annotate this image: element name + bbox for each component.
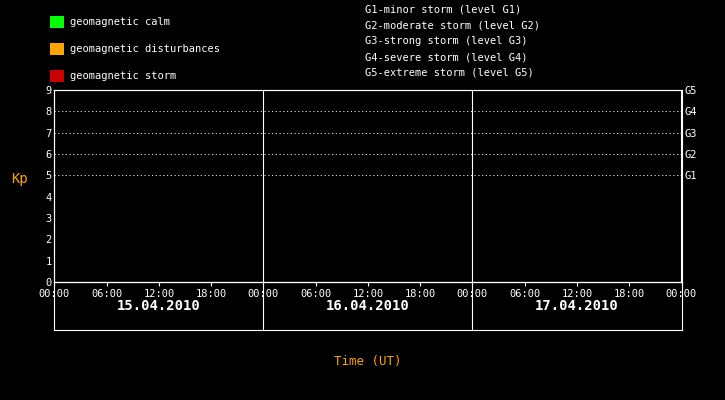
Text: G1-minor storm (level G1): G1-minor storm (level G1) — [365, 4, 521, 14]
Bar — [50, 70, 64, 82]
Text: G4-severe storm (level G4): G4-severe storm (level G4) — [365, 52, 528, 62]
Y-axis label: Kp: Kp — [12, 172, 28, 186]
Text: geomagnetic calm: geomagnetic calm — [70, 17, 170, 27]
Text: 15.04.2010: 15.04.2010 — [117, 299, 201, 313]
Bar — [50, 43, 64, 55]
Bar — [50, 16, 64, 28]
Text: geomagnetic storm: geomagnetic storm — [70, 71, 176, 81]
Text: G5-extreme storm (level G5): G5-extreme storm (level G5) — [365, 68, 534, 78]
Text: 16.04.2010: 16.04.2010 — [326, 299, 410, 313]
Text: 17.04.2010: 17.04.2010 — [535, 299, 619, 313]
Text: Time (UT): Time (UT) — [334, 354, 402, 368]
Text: G2-moderate storm (level G2): G2-moderate storm (level G2) — [365, 20, 540, 30]
Text: geomagnetic disturbances: geomagnetic disturbances — [70, 44, 220, 54]
Text: G3-strong storm (level G3): G3-strong storm (level G3) — [365, 36, 528, 46]
